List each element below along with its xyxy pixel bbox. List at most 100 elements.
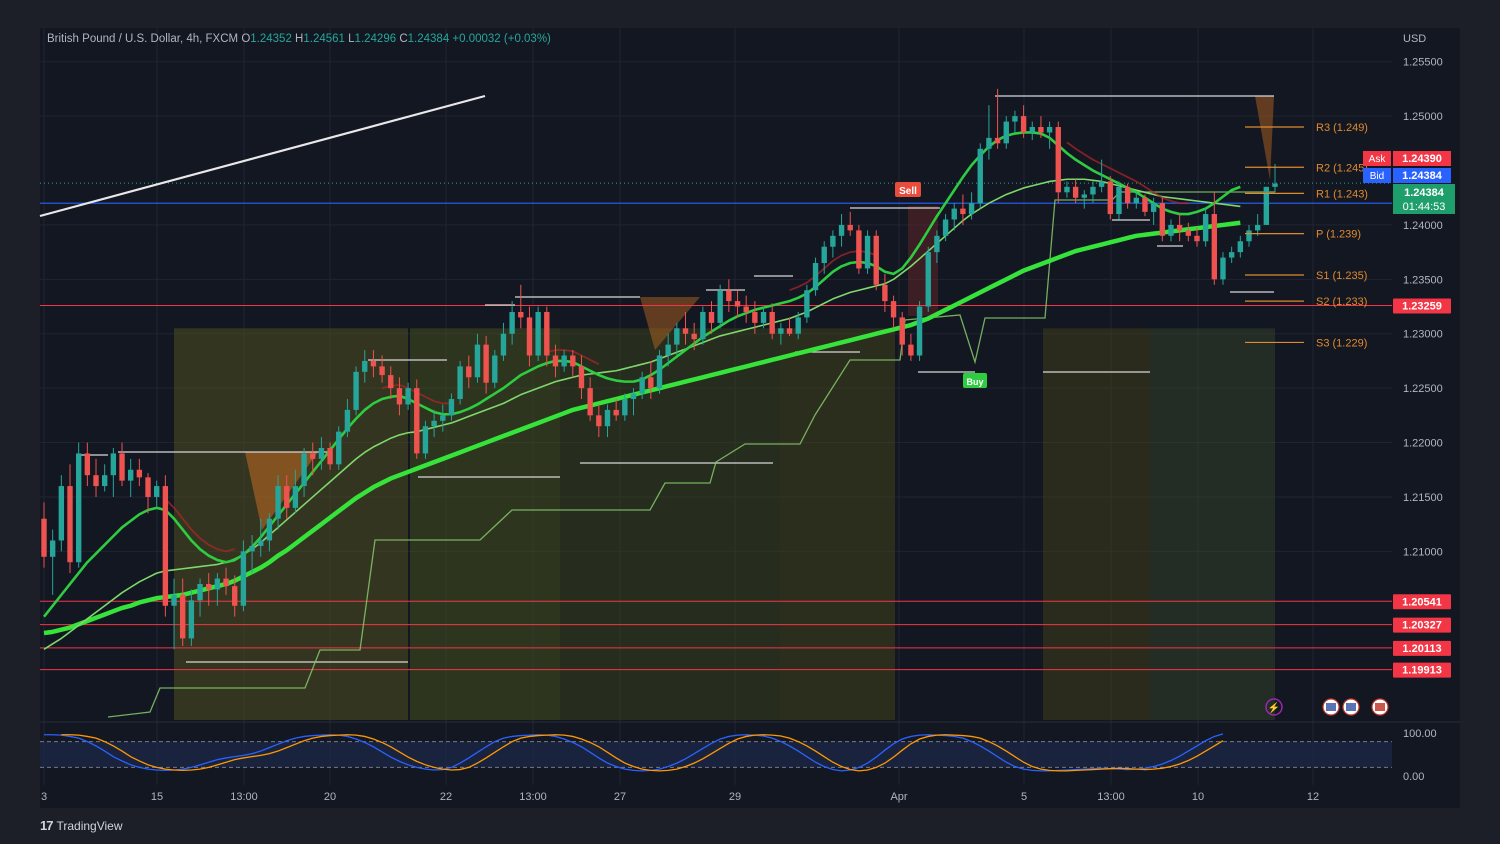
candle-body (197, 583, 203, 601)
candle (370, 350, 377, 378)
candle-body (986, 137, 992, 149)
indicator-zone (410, 328, 560, 720)
candle-body (1133, 197, 1139, 204)
ask-label: Ask (1369, 154, 1387, 165)
candle (301, 447, 307, 497)
candle-body (58, 486, 65, 541)
time-axis-tick: 10 (1192, 791, 1204, 803)
candle-body (977, 148, 983, 204)
candle-body (49, 540, 56, 557)
candle (292, 469, 299, 514)
candle (778, 322, 784, 345)
candle-body (275, 486, 281, 519)
candle-body (327, 447, 333, 465)
candle-body (1185, 230, 1191, 236)
candle (1254, 214, 1261, 236)
candle-body (890, 301, 897, 318)
candle (1116, 181, 1122, 220)
time-axis: 3 15 13:00 20 22 13:00 27 29 Apr 5 13:00 10 12 (41, 791, 1319, 803)
tradingview-brand[interactable]: 17 TradingView (40, 818, 123, 833)
candle-body (1237, 241, 1244, 253)
pivot-label: S3 (1.229) (1316, 337, 1367, 349)
candle (327, 442, 333, 470)
candle (197, 578, 203, 617)
oscillator-pane: 100.00 0.00 (40, 721, 1460, 783)
candle-body (405, 388, 411, 405)
candle (578, 355, 585, 400)
candle (977, 143, 983, 209)
candle (310, 442, 316, 476)
bid-price: 1.24384 (1402, 170, 1443, 182)
candle-body (1072, 186, 1079, 198)
change-value: +0.00032 (+0.03%) (452, 33, 551, 45)
candle (604, 404, 611, 438)
price-axis-tick: 1.24000 (1403, 220, 1443, 232)
candle-body (960, 208, 966, 215)
candle (630, 388, 637, 416)
pivot-label: S2 (1.233) (1316, 296, 1367, 308)
candle-body (1012, 116, 1018, 122)
time-axis-tick: 13:00 (519, 791, 547, 803)
candle (596, 404, 602, 438)
candle (110, 447, 117, 497)
candle (1029, 121, 1035, 141)
level-price-tag-text: 1.20113 (1402, 643, 1441, 655)
candle (942, 214, 949, 242)
candle (474, 333, 481, 383)
candle-body (847, 224, 853, 231)
candle (49, 529, 56, 595)
candle (1012, 110, 1018, 133)
candle (145, 473, 151, 514)
candle (847, 211, 853, 236)
candle (960, 194, 966, 225)
candle-body (760, 311, 767, 323)
candle-body (292, 486, 299, 508)
candle (830, 230, 836, 258)
candle (284, 475, 290, 519)
candle-body (344, 409, 351, 432)
candle (769, 303, 775, 340)
candle-body (639, 377, 645, 394)
candle (1202, 208, 1209, 247)
candle (180, 578, 186, 647)
candle (318, 437, 325, 470)
candle-body (379, 366, 385, 376)
candle (899, 311, 905, 356)
candle-body (1116, 186, 1122, 215)
candle-body (682, 328, 689, 334)
candle-body (821, 246, 827, 264)
candle (812, 257, 819, 296)
candle (726, 279, 732, 312)
ask-price-tag (1393, 151, 1451, 166)
candle-body (1194, 235, 1200, 242)
candle-body (1159, 203, 1165, 236)
candle-body (206, 583, 212, 590)
candle-body (882, 284, 888, 302)
candle (1020, 105, 1027, 138)
candle (58, 475, 65, 552)
level-price-tag-text: 1.19913 (1402, 665, 1442, 677)
time-axis-tick: Apr (890, 791, 907, 803)
level-price-tag (1393, 298, 1451, 314)
candle (509, 301, 515, 345)
candle (1038, 116, 1044, 138)
candle-body (838, 224, 845, 236)
price-axis-tick: 1.21500 (1403, 492, 1443, 504)
candle-body (518, 311, 524, 318)
candle (734, 290, 741, 318)
oscillator-tick: 0.00 (1403, 771, 1424, 783)
candle-body (310, 453, 316, 459)
candle (648, 360, 654, 400)
candle-body (1220, 257, 1226, 280)
candle (916, 301, 923, 361)
time-axis-tick: 29 (729, 791, 741, 803)
pivot-label: R3 (1.249) (1316, 122, 1368, 134)
candle-body (942, 219, 949, 236)
stoch-d-line (61, 734, 1224, 772)
candle (708, 301, 715, 334)
candle (84, 442, 91, 487)
candle (249, 535, 255, 574)
candle (41, 502, 47, 568)
ma-red-segment (789, 250, 877, 292)
